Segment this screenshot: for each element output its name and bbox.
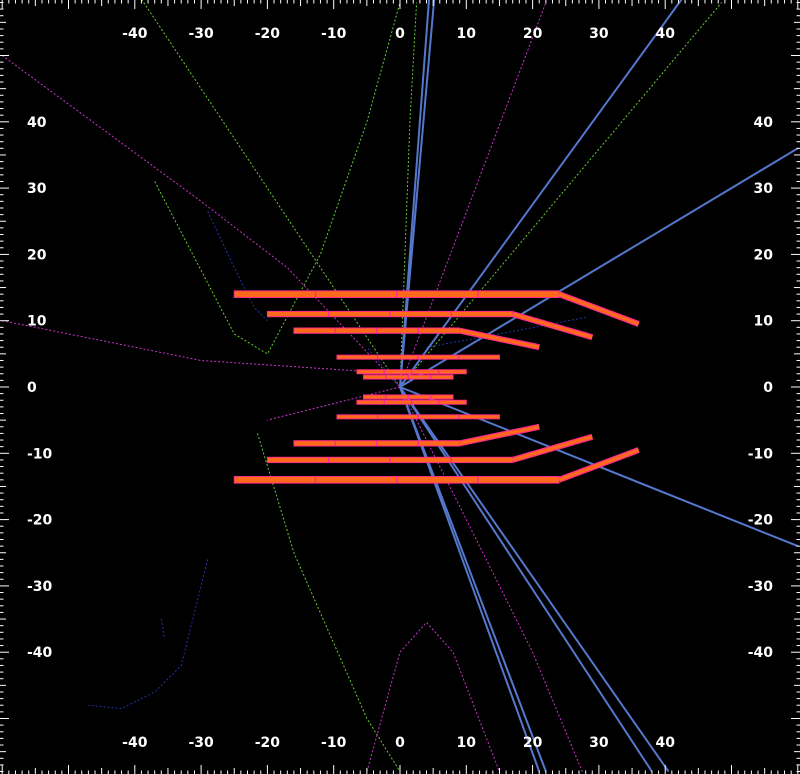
primary-track-2 <box>399 0 683 388</box>
endcap-5 <box>459 425 540 446</box>
left-y-tick-label: -30 <box>27 579 53 595</box>
green-track-2 <box>154 2 401 355</box>
left-y-tick-label: 10 <box>27 314 47 330</box>
primary-track-1 <box>399 0 436 388</box>
bottom-x-tick-label: -40 <box>122 735 148 751</box>
left-y-tick-label: -40 <box>27 645 53 661</box>
endcap-4 <box>512 435 593 462</box>
primary-track-6 <box>399 386 547 772</box>
left-y-tick-label: 0 <box>27 380 37 396</box>
top-x-tick-label: 10 <box>457 26 477 42</box>
top-x-tick-label: -30 <box>188 26 214 42</box>
blue-track-0 <box>207 211 268 322</box>
green-track-4 <box>257 433 401 772</box>
primary-track-5 <box>399 386 541 772</box>
left-y-tick-label: 30 <box>27 181 47 197</box>
bottom-x-tick-label: 20 <box>523 735 543 751</box>
green-track-1 <box>399 2 418 388</box>
blue-track-1 <box>88 559 209 710</box>
green-track-3 <box>399 2 722 388</box>
primary-track-7 <box>399 386 653 773</box>
bottom-x-tick-label: -20 <box>255 735 281 751</box>
endcap-2 <box>459 328 540 349</box>
right-y-tick-label: -30 <box>748 579 774 595</box>
right-y-tick-label: -20 <box>748 513 774 529</box>
top-x-tick-label: -20 <box>255 26 281 42</box>
right-y-tick-label: 10 <box>754 314 774 330</box>
top-x-tick-label: -40 <box>122 26 148 42</box>
primary-track-8 <box>399 386 670 773</box>
endcap-0 <box>558 292 640 326</box>
right-y-tick-label: -10 <box>748 446 774 462</box>
bottom-x-tick-label: -10 <box>321 735 347 751</box>
magenta-track-0 <box>1 55 401 388</box>
top-x-tick-label: 40 <box>655 26 675 42</box>
right-y-tick-label: 40 <box>754 115 774 131</box>
bottom-x-tick-label: 10 <box>457 735 477 751</box>
bottom-x-tick-label: 40 <box>655 735 675 751</box>
primary-track-3 <box>399 147 799 388</box>
magenta-track-5 <box>366 621 500 772</box>
right-y-tick-label: 20 <box>754 247 774 263</box>
blue-track-3 <box>426 316 586 348</box>
bottom-x-tick-label: -30 <box>188 735 214 751</box>
detector-layer <box>233 290 640 484</box>
magenta-track-2 <box>399 2 547 388</box>
bottom-x-tick-label: 30 <box>589 735 609 751</box>
blue-track-2 <box>160 618 166 639</box>
top-x-tick-label: 0 <box>395 26 405 42</box>
magenta-track-3 <box>267 386 401 421</box>
right-y-tick-label: 0 <box>763 380 773 396</box>
blue-track-4 <box>366 346 401 388</box>
endcap-1 <box>512 312 593 339</box>
top-x-tick-label: -10 <box>321 26 347 42</box>
bottom-x-tick-label: 0 <box>395 735 405 751</box>
magenta-track-4 <box>399 386 583 772</box>
top-x-tick-label: 30 <box>589 26 609 42</box>
right-y-tick-label: 30 <box>754 181 774 197</box>
left-y-tick-label: -10 <box>27 446 53 462</box>
left-y-tick-label: 20 <box>27 247 47 263</box>
left-y-tick-label: 40 <box>27 115 47 131</box>
left-y-tick-label: -20 <box>27 513 53 529</box>
top-x-tick-label: 20 <box>523 26 543 42</box>
endcap-3 <box>558 448 640 482</box>
right-y-tick-label: -40 <box>748 645 774 661</box>
